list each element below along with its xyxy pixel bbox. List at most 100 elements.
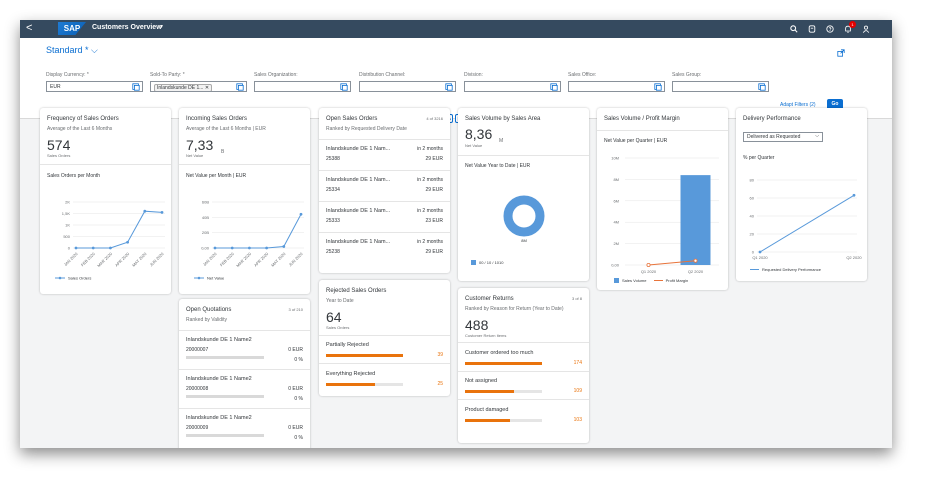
help-icon[interactable] — [824, 23, 836, 35]
value-help-icon[interactable] — [340, 83, 348, 91]
list-item[interactable]: Inlandskunde DE 1 Name2 20000009 0 EUR 0… — [179, 409, 310, 448]
card-title[interactable]: Open Sales Orders — [326, 116, 378, 122]
x-tick-label: FEB 2020 — [80, 251, 97, 268]
list-item[interactable]: Inlandskunde DE 1 Nam... 25238 in 2 mont… — [319, 233, 450, 264]
sold-to-party-input[interactable]: Inlandskunde DE 1... ✕ — [150, 81, 247, 92]
return-reason-bar[interactable] — [465, 390, 542, 393]
card-subtitle: Ranked by Requested Delivery Date — [326, 126, 407, 132]
value-help-icon[interactable] — [758, 83, 766, 91]
data-point — [299, 212, 303, 216]
card-incoming-sales-orders[interactable]: Incoming Sales Orders Average of the Las… — [179, 108, 310, 294]
list-item[interactable]: Inlandskunde DE 1 Nam... 25333 in 2 mont… — [319, 202, 450, 233]
sales-organization-input[interactable] — [254, 81, 351, 92]
card-title[interactable]: Customer Returns — [465, 296, 514, 302]
customer-name: Inlandskunde DE 1 Name2 — [186, 337, 252, 343]
value-help-icon[interactable] — [550, 83, 558, 91]
return-reason-label: Not assigned — [465, 378, 498, 384]
back-button[interactable]: < — [26, 22, 33, 34]
list-item[interactable]: Inlandskunde DE 1 Nam... 25334 in 2 mont… — [319, 171, 450, 202]
list-item[interactable]: Inlandskunde DE 1 Name2 20000007 0 EUR 0… — [179, 331, 310, 370]
card-subtitle: Ranked by Validity — [186, 317, 228, 323]
y-tick-label: 0,00 — [611, 263, 620, 268]
card-title[interactable]: Delivery Performance — [743, 116, 801, 122]
card-open-sales-orders[interactable]: Open Sales Orders 4 of 3216 Ranked by Re… — [319, 108, 450, 273]
app-title-caret-icon[interactable]: ▼ — [159, 24, 164, 30]
card-sales-volume-profit-margin[interactable]: Sales Volume / Profit Margin Net Value p… — [597, 108, 728, 290]
kpi-value: 8,36 — [465, 126, 493, 142]
card-title[interactable]: Sales Volume / Profit Margin — [604, 116, 680, 122]
card-title[interactable]: Frequency of Sales Orders — [47, 116, 119, 122]
chevron-down-icon: ⌵ — [91, 45, 98, 55]
card-title[interactable]: Open Quotations — [186, 307, 232, 313]
filter-token[interactable]: Inlandskunde DE 1... ✕ — [154, 84, 213, 91]
division-input[interactable] — [464, 81, 561, 92]
card-title[interactable]: Incoming Sales Orders — [186, 116, 248, 122]
list-item[interactable]: Inlandskunde DE 1 Nam... 25388 in 2 mont… — [319, 140, 450, 171]
x-tick-label: MAR 2020 — [96, 251, 113, 268]
value-help-icon[interactable] — [132, 83, 140, 91]
customer-name: Inlandskunde DE 1 Nam... — [326, 177, 391, 183]
net-value-line-chart[interactable]: 0,00 20B 40B 60B JAN 2020 FEB 2020 MAR 2020 APR… — [179, 184, 310, 289]
return-reason-bar[interactable] — [465, 362, 542, 365]
return-reason-bar[interactable] — [465, 419, 542, 422]
sales-orders-line-chart[interactable]: 0 500 1K 1,5K 2K JAN 2020 FEB 2020 MAR 2020 APR … — [40, 184, 171, 289]
quotation-amount: 0 EUR — [288, 347, 303, 353]
card-title[interactable]: Rejected Sales Orders — [326, 288, 387, 294]
value-help-icon[interactable] — [236, 83, 244, 91]
return-reason-value: 103 — [573, 417, 582, 423]
token-remove-icon[interactable]: ✕ — [204, 85, 210, 91]
customer-name: Inlandskunde DE 1 Name2 — [186, 415, 252, 421]
quarter-bar-chart[interactable]: 0,00 2M 4M 6M 8M 10M Q1 2020 Q2 2020 — [597, 150, 728, 275]
list-item[interactable]: Inlandskunde DE 1 Name2 20000008 0 EUR 0… — [179, 370, 310, 409]
search-icon[interactable] — [788, 23, 800, 35]
card-open-quotations[interactable]: Open Quotations 3 of 210 Ranked by Valid… — [179, 299, 310, 448]
quotation-percent: 0 % — [294, 357, 303, 363]
adapt-filters-button[interactable]: Adapt Filters (2) — [780, 102, 816, 108]
legend-label: Sales Volume — [622, 278, 647, 283]
card-delivery-performance[interactable]: Delivery Performance Delivered as Reques… — [736, 108, 867, 281]
order-amount: 29 EUR — [425, 249, 443, 255]
value-help-icon[interactable] — [445, 83, 453, 91]
order-amount: 23 EUR — [425, 218, 443, 224]
card-title[interactable]: Sales Volume by Sales Area — [465, 116, 541, 122]
donut-slice[interactable] — [503, 195, 545, 237]
y-tick-label: 10M — [611, 156, 619, 161]
variant-selector[interactable]: Standard * ⌵ — [46, 45, 98, 55]
data-point — [213, 246, 217, 250]
legend-label: Requested Delivery Performance — [762, 267, 821, 272]
x-tick-label: Q2 2020 — [846, 255, 862, 260]
y-tick-label: 500 — [63, 234, 70, 239]
y-tick-label: 1K — [65, 223, 70, 228]
copilot-icon[interactable] — [806, 23, 818, 35]
share-icon[interactable] — [837, 44, 845, 62]
card-rejected-sales-orders[interactable]: Rejected Sales Orders Year to Date 64 Sa… — [319, 280, 450, 396]
notifications-icon[interactable]: 1 — [842, 21, 856, 35]
display-currency-input[interactable]: EUR — [46, 81, 143, 92]
delivery-line-chart[interactable]: 0 20 40 60 80 Q1 2020 Q2 2020 — [736, 168, 867, 268]
distribution-channel-input[interactable] — [359, 81, 456, 92]
sales-group-input[interactable] — [672, 81, 769, 92]
user-icon[interactable] — [860, 23, 872, 35]
notification-badge: 1 — [849, 21, 856, 28]
kpi-label: Sales Orders — [326, 325, 350, 330]
value-help-icon[interactable] — [654, 83, 662, 91]
sales-office-input[interactable] — [568, 81, 665, 92]
sales-area-donut-chart[interactable]: 8M — [458, 178, 589, 258]
card-customer-returns[interactable]: Customer Returns 3 of 8 Ranked by Reason… — [458, 288, 589, 443]
return-reason-bar-fill — [465, 362, 542, 365]
divider — [458, 342, 589, 343]
filter-display-currency: Display Currency: * EUR — [46, 72, 143, 92]
go-button[interactable]: Go — [827, 99, 843, 110]
y-tick-label: 0,00 — [201, 246, 210, 251]
rejection-bar[interactable] — [326, 354, 403, 357]
y-tick-label: 6M — [613, 198, 619, 203]
card-frequency-sales-orders[interactable]: Frequency of Sales Orders Average of the… — [40, 108, 171, 294]
card-sales-volume-by-area[interactable]: Sales Volume by Sales Area 8,36 M Net Va… — [458, 108, 589, 281]
legend-line-swatch — [653, 280, 663, 282]
rejection-bar[interactable] — [326, 383, 403, 386]
delivery-filter-select[interactable]: Delivered as Requested ⌵ — [743, 132, 823, 142]
legend-marker — [197, 276, 201, 280]
app-title[interactable]: Customers Overview — [92, 24, 162, 31]
divider — [597, 130, 728, 131]
filter-sales-office: Sales Office: — [568, 72, 665, 92]
